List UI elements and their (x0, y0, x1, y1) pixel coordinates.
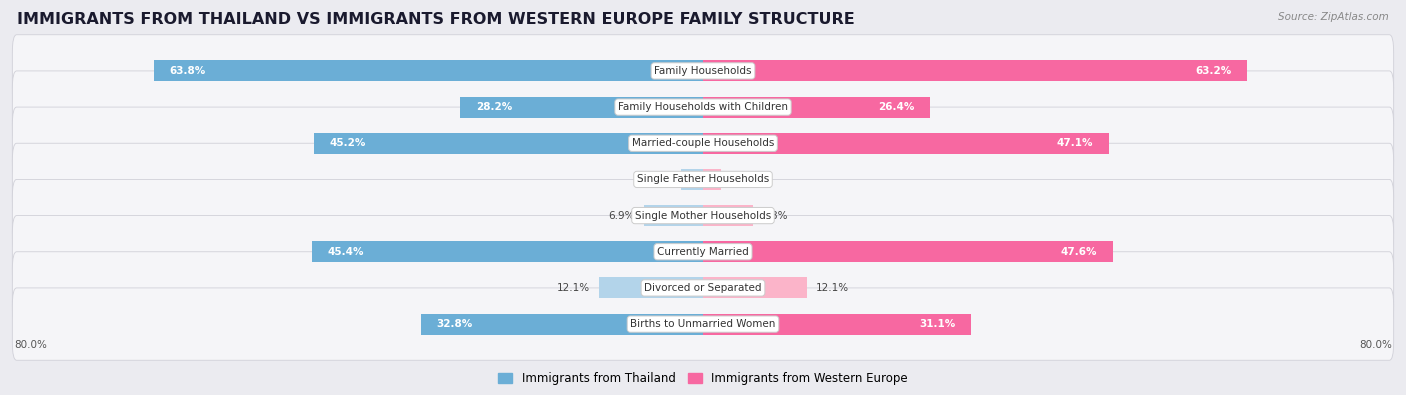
Bar (703, 60, 1247, 81)
Text: 12.1%: 12.1% (557, 283, 591, 293)
Text: 2.1%: 2.1% (730, 175, 756, 184)
FancyBboxPatch shape (13, 143, 1393, 216)
Text: Births to Unmarried Women: Births to Unmarried Women (630, 319, 776, 329)
FancyBboxPatch shape (13, 107, 1393, 179)
FancyBboxPatch shape (13, 216, 1393, 288)
FancyBboxPatch shape (13, 252, 1393, 324)
Text: 26.4%: 26.4% (879, 102, 915, 112)
Bar (703, 205, 754, 226)
Text: 45.2%: 45.2% (329, 138, 366, 148)
Text: 47.1%: 47.1% (1057, 138, 1092, 148)
Bar (599, 277, 703, 298)
Bar (420, 314, 703, 335)
Bar (314, 133, 703, 154)
Bar (703, 169, 721, 190)
Text: IMMIGRANTS FROM THAILAND VS IMMIGRANTS FROM WESTERN EUROPE FAMILY STRUCTURE: IMMIGRANTS FROM THAILAND VS IMMIGRANTS F… (17, 12, 855, 27)
Text: Divorced or Separated: Divorced or Separated (644, 283, 762, 293)
Text: 80.0%: 80.0% (1360, 340, 1392, 350)
Text: 31.1%: 31.1% (920, 319, 955, 329)
Bar (703, 241, 1114, 262)
Text: 28.2%: 28.2% (475, 102, 512, 112)
Bar (703, 133, 1108, 154)
Legend: Immigrants from Thailand, Immigrants from Western Europe: Immigrants from Thailand, Immigrants fro… (494, 367, 912, 390)
Text: 32.8%: 32.8% (436, 319, 472, 329)
Bar (703, 97, 931, 118)
Text: Source: ZipAtlas.com: Source: ZipAtlas.com (1278, 12, 1389, 22)
Text: 6.9%: 6.9% (609, 211, 636, 220)
Bar (703, 277, 807, 298)
Bar (644, 205, 703, 226)
Text: Family Households: Family Households (654, 66, 752, 76)
FancyBboxPatch shape (13, 288, 1393, 360)
Text: 2.5%: 2.5% (647, 175, 673, 184)
Bar (682, 169, 703, 190)
Text: 47.6%: 47.6% (1062, 247, 1098, 257)
Text: Family Households with Children: Family Households with Children (619, 102, 787, 112)
Text: 45.4%: 45.4% (328, 247, 364, 257)
Bar (703, 314, 970, 335)
Text: Married-couple Households: Married-couple Households (631, 138, 775, 148)
Text: 63.8%: 63.8% (169, 66, 205, 76)
Text: 5.8%: 5.8% (762, 211, 787, 220)
FancyBboxPatch shape (13, 35, 1393, 107)
Bar (312, 241, 703, 262)
Bar (153, 60, 703, 81)
Text: Single Father Households: Single Father Households (637, 175, 769, 184)
Text: Single Mother Households: Single Mother Households (636, 211, 770, 220)
Text: 12.1%: 12.1% (815, 283, 849, 293)
Text: 80.0%: 80.0% (14, 340, 46, 350)
Text: 63.2%: 63.2% (1195, 66, 1232, 76)
FancyBboxPatch shape (13, 71, 1393, 143)
FancyBboxPatch shape (13, 179, 1393, 252)
Bar (460, 97, 703, 118)
Text: Currently Married: Currently Married (657, 247, 749, 257)
